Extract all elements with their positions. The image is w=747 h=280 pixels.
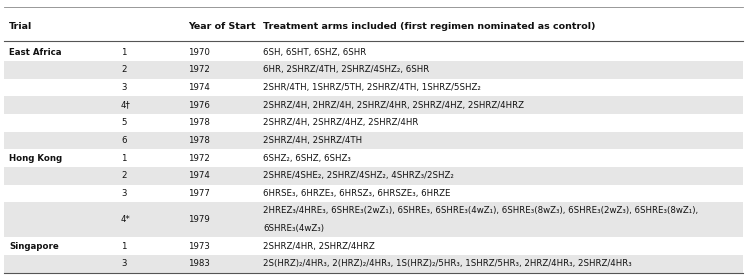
Text: 1: 1	[121, 242, 126, 251]
Text: 6SH, 6SHT, 6SHZ, 6SHR: 6SH, 6SHT, 6SHZ, 6SHR	[263, 48, 366, 57]
Text: 2SHRZ/4H, 2HRZ/4H, 2SHRZ/4HR, 2SHRZ/4HZ, 2SHRZ/4HRZ: 2SHRZ/4H, 2HRZ/4H, 2SHRZ/4HR, 2SHRZ/4HZ,…	[263, 101, 524, 110]
Text: 1976: 1976	[188, 101, 210, 110]
Text: 1: 1	[121, 48, 126, 57]
Text: 3: 3	[121, 259, 126, 269]
Text: Hong Kong: Hong Kong	[9, 153, 62, 163]
Bar	[4, 202, 743, 237]
Bar	[4, 43, 743, 61]
Text: 4†: 4†	[121, 101, 131, 110]
Bar	[4, 237, 743, 255]
Text: 6SHRE₃(4wZ₃): 6SHRE₃(4wZ₃)	[263, 224, 324, 233]
Bar	[4, 132, 743, 149]
Bar	[4, 149, 743, 167]
Text: 5: 5	[121, 118, 126, 127]
Text: East Africa: East Africa	[9, 48, 61, 57]
Text: 1970: 1970	[188, 48, 210, 57]
Text: 1972: 1972	[188, 65, 210, 74]
Text: 1974: 1974	[188, 83, 210, 92]
Text: Treatment arms included (first regimen nominated as control): Treatment arms included (first regimen n…	[263, 22, 595, 31]
Text: 2: 2	[121, 65, 126, 74]
Text: 1979: 1979	[188, 215, 210, 224]
Bar	[4, 185, 743, 202]
Text: Trial: Trial	[9, 22, 32, 31]
Bar	[4, 79, 743, 96]
Text: 3: 3	[121, 83, 126, 92]
Text: 2S(HRZ)₂/4HR₃, 2(HRZ)₂/4HR₃, 1S(HRZ)₂/5HR₃, 1SHRZ/5HR₃, 2HRZ/4HR₃, 2SHRZ/4HR₃: 2S(HRZ)₂/4HR₃, 2(HRZ)₂/4HR₃, 1S(HRZ)₂/5H…	[263, 259, 632, 269]
Text: Year of Start: Year of Start	[188, 22, 256, 31]
Text: 6SHZ₂, 6SHZ, 6SHZ₃: 6SHZ₂, 6SHZ, 6SHZ₃	[263, 153, 351, 163]
Bar	[4, 114, 743, 132]
Text: 2HREZ₃/4HRE₃, 6SHRE₃(2wZ₁), 6SHRE₃, 6SHRE₃(4wZ₁), 6SHRE₃(8wZ₃), 6SHRE₃(2wZ₃), 6S: 2HREZ₃/4HRE₃, 6SHRE₃(2wZ₁), 6SHRE₃, 6SHR…	[263, 206, 698, 216]
Text: 6: 6	[121, 136, 126, 145]
Text: 2SHRZ/4H, 2SHRZ/4HZ, 2SHRZ/4HR: 2SHRZ/4H, 2SHRZ/4HZ, 2SHRZ/4HR	[263, 118, 418, 127]
Bar	[4, 167, 743, 185]
Text: 4*: 4*	[121, 215, 131, 224]
Text: 3: 3	[121, 189, 126, 198]
Text: 2: 2	[121, 171, 126, 180]
Text: 2SHRE/4SHE₂, 2SHRZ/4SHZ₂, 4SHRZ₃/2SHZ₂: 2SHRE/4SHE₂, 2SHRZ/4SHZ₂, 4SHRZ₃/2SHZ₂	[263, 171, 454, 180]
Text: Singapore: Singapore	[9, 242, 59, 251]
Bar	[4, 96, 743, 114]
Bar	[4, 255, 743, 273]
Text: 2SHRZ/4HR, 2SHRZ/4HRZ: 2SHRZ/4HR, 2SHRZ/4HRZ	[263, 242, 375, 251]
Text: 1977: 1977	[188, 189, 210, 198]
Text: 2SHRZ/4H, 2SHRZ/4TH: 2SHRZ/4H, 2SHRZ/4TH	[263, 136, 362, 145]
Text: 1978: 1978	[188, 118, 210, 127]
Text: 6HR, 2SHRZ/4TH, 2SHRZ/4SHZ₂, 6SHR: 6HR, 2SHRZ/4TH, 2SHRZ/4SHZ₂, 6SHR	[263, 65, 430, 74]
Text: 1974: 1974	[188, 171, 210, 180]
Text: 1: 1	[121, 153, 126, 163]
Text: 1972: 1972	[188, 153, 210, 163]
Text: 1983: 1983	[188, 259, 210, 269]
Text: 2SHR/4TH, 1SHRZ/5TH, 2SHRZ/4TH, 1SHRZ/5SHZ₂: 2SHR/4TH, 1SHRZ/5TH, 2SHRZ/4TH, 1SHRZ/5S…	[263, 83, 481, 92]
Text: 1978: 1978	[188, 136, 210, 145]
Bar	[4, 61, 743, 79]
Text: 6HRSE₃, 6HRZE₃, 6HRSZ₃, 6HRSZE₃, 6HRZE: 6HRSE₃, 6HRZE₃, 6HRSZ₃, 6HRSZE₃, 6HRZE	[263, 189, 450, 198]
Text: 1973: 1973	[188, 242, 210, 251]
